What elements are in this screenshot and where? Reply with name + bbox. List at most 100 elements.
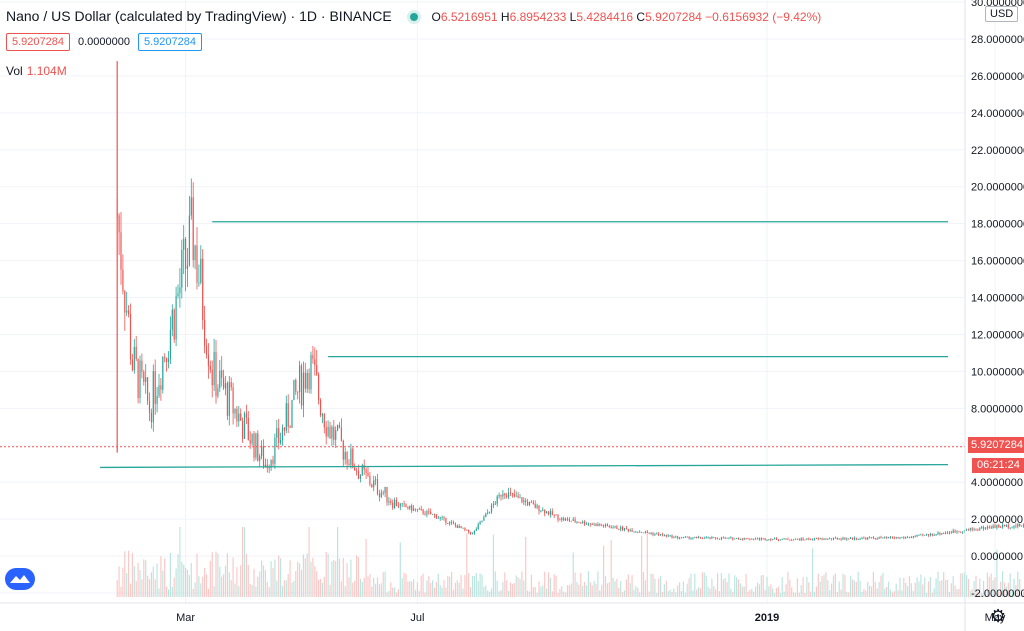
candle-body (975, 528, 977, 530)
candle-body (327, 426, 329, 437)
volume-bar (627, 574, 629, 597)
volume-bar (660, 575, 662, 597)
candle-body (578, 521, 580, 523)
candle-body (798, 539, 800, 541)
price-axis[interactable]: 30.0000000 28.0000000 26.0000000 24.0000000… (971, 0, 1024, 600)
volume-bar (707, 586, 709, 597)
candle-body (821, 538, 823, 540)
candle-body (272, 459, 274, 464)
candle-body (557, 514, 559, 520)
candle-body (261, 446, 263, 457)
volume-bar (929, 577, 931, 597)
volume-bar (743, 586, 745, 597)
volume-bar (789, 579, 791, 597)
candle-body (604, 524, 607, 527)
volume-bar (299, 563, 301, 597)
candle-body (200, 258, 202, 283)
candle-body (774, 538, 776, 540)
volume-bar (420, 575, 422, 597)
candle-body (251, 433, 253, 444)
volume-bar (823, 574, 825, 597)
candle-body (129, 314, 132, 360)
candle-body (992, 525, 994, 529)
volume-bar (538, 581, 540, 597)
candle-body (948, 532, 950, 534)
candle-body (1019, 523, 1021, 527)
volume-bar (591, 585, 593, 597)
candle-body (274, 437, 276, 464)
volume-bar (409, 581, 411, 597)
candle-body (234, 408, 236, 414)
candle-body (566, 518, 569, 520)
candle-body (475, 528, 477, 531)
candle-body (390, 501, 392, 503)
candle-body (823, 538, 825, 540)
volume-bar (960, 573, 962, 597)
volume-bar (876, 588, 878, 597)
volume-bar (912, 591, 914, 597)
volume-bar (958, 588, 960, 597)
candle-body (694, 537, 696, 538)
candle-body (764, 538, 766, 540)
candle-body (988, 526, 990, 528)
volume-bar (694, 573, 696, 597)
ask-box[interactable]: 5.9207284 (138, 33, 202, 51)
volume-bar (411, 581, 413, 597)
volume-bar (356, 555, 358, 597)
volume-bar (513, 582, 515, 597)
candle-body (587, 523, 589, 525)
time-axis[interactable]: MarJul2019MaySep2020MaySep2021 (176, 612, 1024, 624)
candle-body (527, 501, 529, 506)
candle-body (770, 539, 772, 541)
candle-body (209, 365, 211, 370)
candle-body (397, 505, 399, 507)
volume-bar (637, 587, 639, 597)
candle-body (1005, 524, 1007, 527)
tradingview-logo-icon[interactable] (5, 568, 35, 590)
interval[interactable]: 1D (299, 8, 318, 24)
candle-body (321, 414, 323, 416)
candle-body (565, 518, 567, 521)
candle-body (787, 538, 789, 540)
candle-body (844, 537, 846, 540)
volume-bar (333, 560, 335, 597)
volume-bar (758, 584, 760, 597)
candle-body (247, 417, 249, 441)
volume-bar (373, 577, 375, 597)
volume-bar (221, 576, 223, 597)
volume-bar (599, 590, 601, 597)
volume-bar (1022, 591, 1024, 597)
volume-bar (302, 554, 304, 597)
currency-badge[interactable]: USD (985, 6, 1019, 22)
candle-body (568, 519, 570, 521)
candle-body (551, 511, 553, 515)
candle-body (983, 526, 985, 529)
candle-body (563, 518, 565, 521)
candle-body (817, 538, 819, 540)
volume-bar (435, 581, 437, 597)
candle-body (912, 536, 914, 538)
candle-body (880, 537, 882, 539)
volume-bar (606, 583, 608, 597)
volume-bar (378, 584, 380, 597)
volume-bar (293, 580, 295, 597)
candle-body (1022, 524, 1024, 526)
candle-body (781, 539, 783, 540)
symbol-title[interactable]: Nano / US Dollar (calculated by TradingV… (6, 8, 287, 24)
volume-bar (618, 587, 620, 597)
volume-bar (806, 577, 808, 597)
bid-box[interactable]: 5.9207284 (6, 33, 70, 51)
volume-bar (642, 571, 645, 597)
volume-bar (559, 588, 561, 597)
volume-bar (679, 582, 681, 597)
volume-bar (329, 584, 331, 597)
candle-body (238, 413, 240, 422)
volume-bar (988, 576, 990, 597)
gear-icon[interactable]: ⚙ (990, 606, 1007, 626)
time-tick-label: Jul (410, 612, 424, 624)
trend-lines[interactable] (100, 221, 949, 469)
volume-bar (188, 575, 190, 597)
candle-body (829, 538, 831, 540)
volume-legend: Vol 1.104M (6, 64, 67, 78)
